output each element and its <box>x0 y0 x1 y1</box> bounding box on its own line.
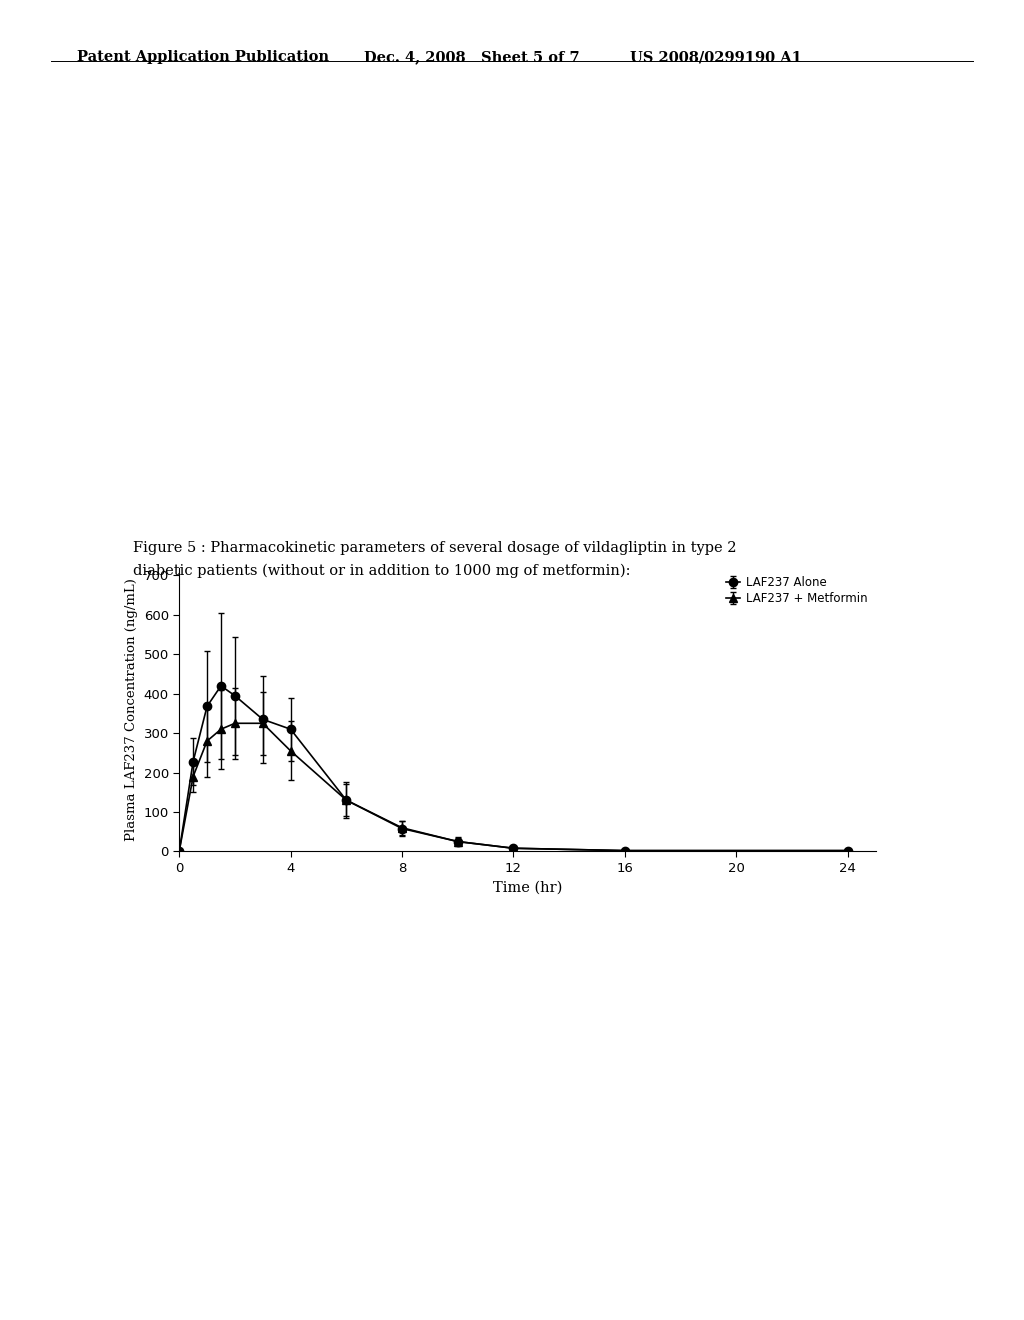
Y-axis label: Plasma LAF237 Concentration (ng/mL): Plasma LAF237 Concentration (ng/mL) <box>125 578 138 841</box>
Text: Dec. 4, 2008   Sheet 5 of 7: Dec. 4, 2008 Sheet 5 of 7 <box>364 50 580 65</box>
Legend: LAF237 Alone, LAF237 + Metformin: LAF237 Alone, LAF237 + Metformin <box>723 573 869 607</box>
X-axis label: Time (hr): Time (hr) <box>493 880 562 895</box>
Text: diabetic patients (without or in addition to 1000 mg of metformin):: diabetic patients (without or in additio… <box>133 564 631 578</box>
Text: Figure 5 : Pharmacokinetic parameters of several dosage of vildagliptin in type : Figure 5 : Pharmacokinetic parameters of… <box>133 541 736 556</box>
Text: Patent Application Publication: Patent Application Publication <box>77 50 329 65</box>
Text: US 2008/0299190 A1: US 2008/0299190 A1 <box>630 50 802 65</box>
